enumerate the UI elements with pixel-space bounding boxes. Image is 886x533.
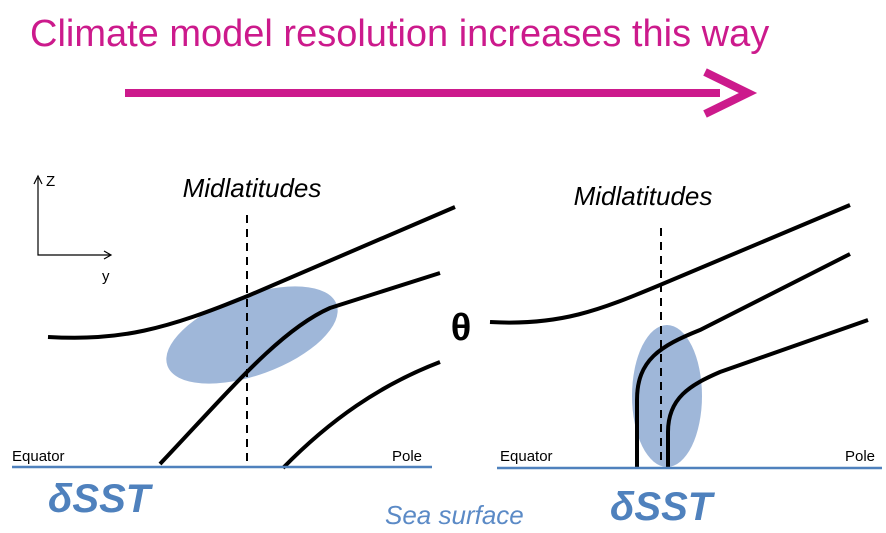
isentrope — [158, 271, 441, 466]
panel-label: Midlatitudes — [574, 181, 713, 211]
sst-label: δSST — [48, 477, 154, 521]
axis-arrow — [103, 250, 113, 260]
isentrope — [47, 205, 456, 340]
panel-label: Midlatitudes — [183, 173, 322, 203]
title: Climate model resolution increases this … — [30, 13, 769, 55]
axis-arrow — [33, 174, 43, 185]
pole-label: Pole — [392, 448, 422, 465]
sea-surface-label: Sea surface — [385, 500, 524, 530]
z-label: Z — [46, 173, 55, 190]
axes — [37, 178, 110, 256]
isentrope — [666, 318, 869, 468]
pole-label: Pole — [845, 448, 875, 465]
isentrope — [489, 203, 851, 325]
isentrope — [635, 252, 851, 468]
arrow-head — [703, 68, 758, 118]
theta-label: θ — [451, 307, 472, 349]
sst-anomaly — [166, 286, 338, 384]
sst-label: δSST — [610, 485, 716, 529]
y-label: y — [102, 268, 110, 285]
equator-label: Equator — [500, 448, 553, 465]
isentrope — [281, 360, 441, 470]
equator-label: Equator — [12, 448, 65, 465]
